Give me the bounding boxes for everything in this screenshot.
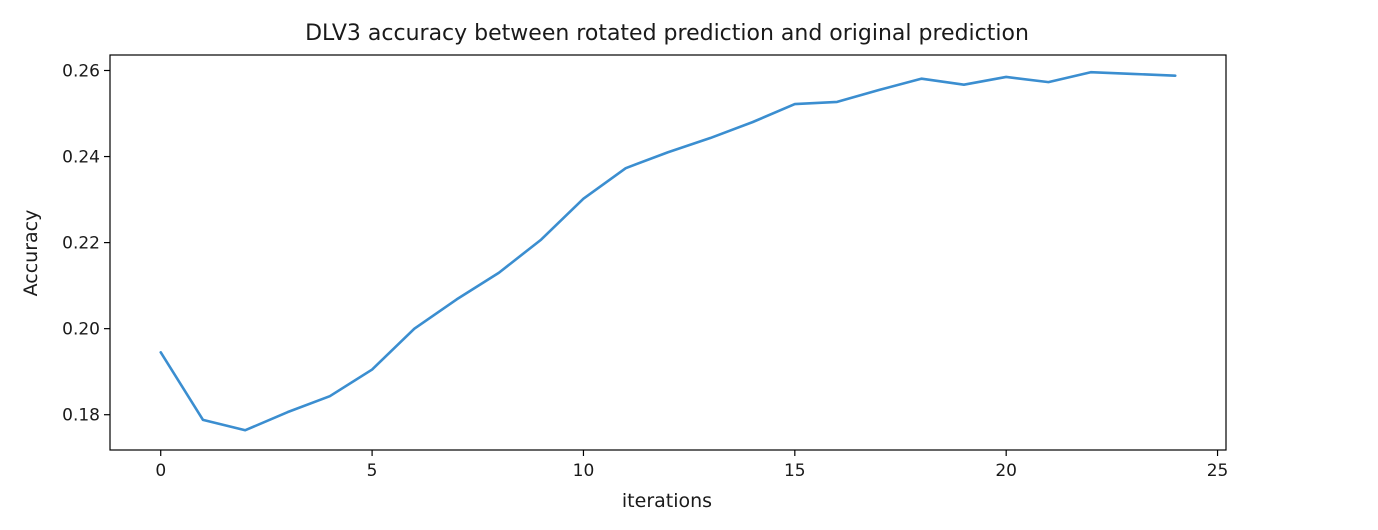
- x-tick-label: 5: [367, 461, 378, 481]
- y-tick-label: 0.18: [62, 406, 100, 426]
- y-tick-label: 0.22: [62, 234, 100, 254]
- x-tick-label: 20: [995, 461, 1017, 481]
- y-axis-label: Accuracy: [20, 210, 42, 297]
- x-tick-label: 10: [573, 461, 595, 481]
- plot-area: 0 5 10 15 20 25 0.18 0.20 0.22 0.24 0.26: [62, 54, 1229, 481]
- chart-title: DLV3 accuracy between rotated prediction…: [305, 21, 1029, 46]
- series-line: [159, 70, 1177, 432]
- x-tick-label: 15: [784, 461, 806, 481]
- x-tick-label: 25: [1207, 461, 1229, 481]
- y-tick-label: 0.20: [62, 320, 100, 340]
- y-tick-label: 0.24: [62, 148, 100, 168]
- x-tick-label: 0: [155, 461, 166, 481]
- y-tick-label: 0.26: [62, 61, 100, 81]
- x-axis-label: iterations: [622, 490, 712, 512]
- plot-frame: [109, 54, 1227, 451]
